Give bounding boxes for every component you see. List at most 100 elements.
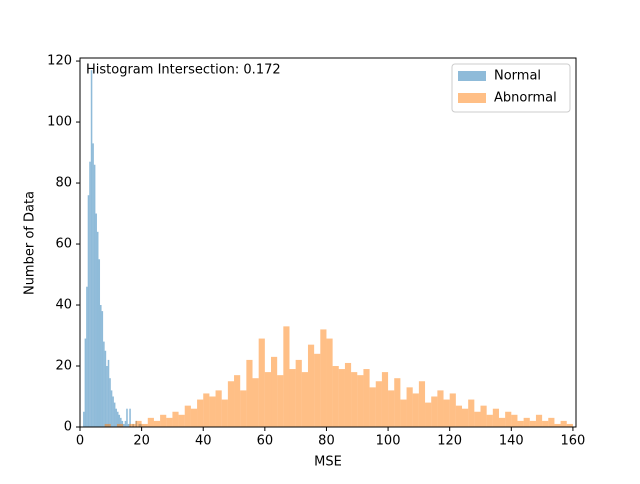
histogram-bar (115, 408, 117, 427)
histogram-bar (462, 408, 469, 427)
histogram-bar (172, 411, 179, 427)
y-tick-label: 100 (47, 115, 72, 130)
histogram-bar (271, 356, 278, 427)
histogram-bar (86, 286, 88, 427)
histogram-bar (215, 390, 222, 427)
histogram-bar (104, 350, 107, 427)
histogram-bar (90, 70, 93, 427)
histogram-bar (184, 405, 191, 427)
histogram-bar (246, 359, 253, 427)
histogram-bar (203, 393, 210, 427)
x-tick-label: 140 (499, 434, 524, 449)
histogram-bar (394, 378, 401, 427)
histogram-bar (103, 341, 105, 427)
histogram-bar (351, 372, 358, 427)
histogram-bar (92, 143, 94, 427)
histogram-bar (112, 396, 114, 427)
histogram-bar (135, 420, 142, 427)
histogram-bar (357, 375, 364, 427)
histogram-bar (116, 423, 124, 427)
histogram-bar (369, 387, 376, 427)
histogram-bar (381, 372, 389, 427)
y-tick-label: 20 (55, 359, 72, 374)
histogram-bar (332, 366, 339, 427)
histogram-bar (566, 423, 573, 427)
x-axis-label: MSE (314, 455, 342, 470)
histogram-bar (289, 369, 296, 427)
histogram-bar (240, 390, 247, 427)
histogram-bar (492, 408, 499, 427)
histogram-bar (147, 417, 154, 427)
y-tick-label: 0 (64, 420, 72, 435)
histogram-bar (455, 405, 463, 427)
x-tick-label: 0 (76, 434, 84, 449)
legend-label: Abnormal (494, 91, 557, 106)
x-tick-label: 120 (437, 434, 462, 449)
y-tick-label: 120 (47, 54, 72, 69)
histogram-bar (197, 399, 204, 427)
histogram-bar (95, 213, 97, 427)
histogram-bar (129, 423, 136, 427)
histogram-bar (449, 393, 456, 427)
histogram-bar (234, 375, 241, 427)
histogram-bar (113, 402, 116, 427)
histogram-bar (93, 164, 96, 427)
histogram-bar (98, 259, 101, 427)
legend-label: Normal (494, 69, 541, 84)
histogram-bar (153, 420, 161, 427)
histogram-bar (338, 369, 345, 427)
histogram-bar (258, 338, 265, 427)
histogram-bar (166, 417, 173, 427)
histogram-bar (141, 423, 148, 427)
histogram-bar (523, 417, 530, 427)
plot-frame (79, 57, 577, 428)
histogram-bar (511, 414, 518, 427)
histogram-bar (560, 420, 567, 427)
histogram-bar (363, 369, 370, 427)
histogram-bar (110, 390, 113, 427)
histogram-bar (178, 414, 185, 427)
histogram-bar (498, 417, 506, 427)
histogram-bar (542, 420, 549, 427)
histogram-bar (468, 399, 475, 427)
histogram-bar (443, 399, 450, 427)
histogram-bar (104, 423, 111, 427)
histogram-bar (412, 393, 419, 427)
x-tick-label: 40 (195, 434, 212, 449)
histogram-bar (87, 195, 90, 427)
histogram-bar (101, 311, 104, 427)
y-axis-label: Number of Data (23, 191, 38, 295)
histogram-bar (400, 399, 407, 427)
histogram-bar (295, 359, 302, 427)
histogram-bar (388, 390, 395, 427)
histogram-bar (127, 423, 130, 427)
histogram-bar (554, 423, 561, 427)
histogram-bar (190, 408, 198, 427)
histogram-bar (221, 399, 228, 427)
legend-swatch (458, 71, 486, 81)
histogram-bar (264, 372, 272, 427)
histogram-bar (344, 362, 352, 427)
histogram-bar (326, 338, 333, 427)
y-tick-label: 80 (55, 176, 72, 191)
histogram-bar (548, 417, 555, 427)
histogram-bar (126, 408, 128, 427)
histogram-bar (124, 420, 127, 427)
y-tick-label: 60 (55, 237, 72, 252)
histogram-bar (505, 411, 512, 427)
histogram-bar (480, 405, 487, 427)
histogram-bar (120, 417, 122, 427)
histogram-bar (307, 344, 315, 427)
histogram-bar (160, 414, 167, 427)
histogram-bar (535, 414, 543, 427)
histogram-bar (474, 411, 481, 427)
histogram-bar (227, 381, 235, 427)
histogram-bar (118, 414, 121, 427)
x-tick-label: 100 (376, 434, 401, 449)
histogram-bar (89, 161, 91, 427)
histogram-bar (100, 305, 102, 427)
histogram-bar (96, 231, 99, 427)
histogram-bar (129, 408, 131, 427)
x-tick-label: 80 (318, 434, 335, 449)
